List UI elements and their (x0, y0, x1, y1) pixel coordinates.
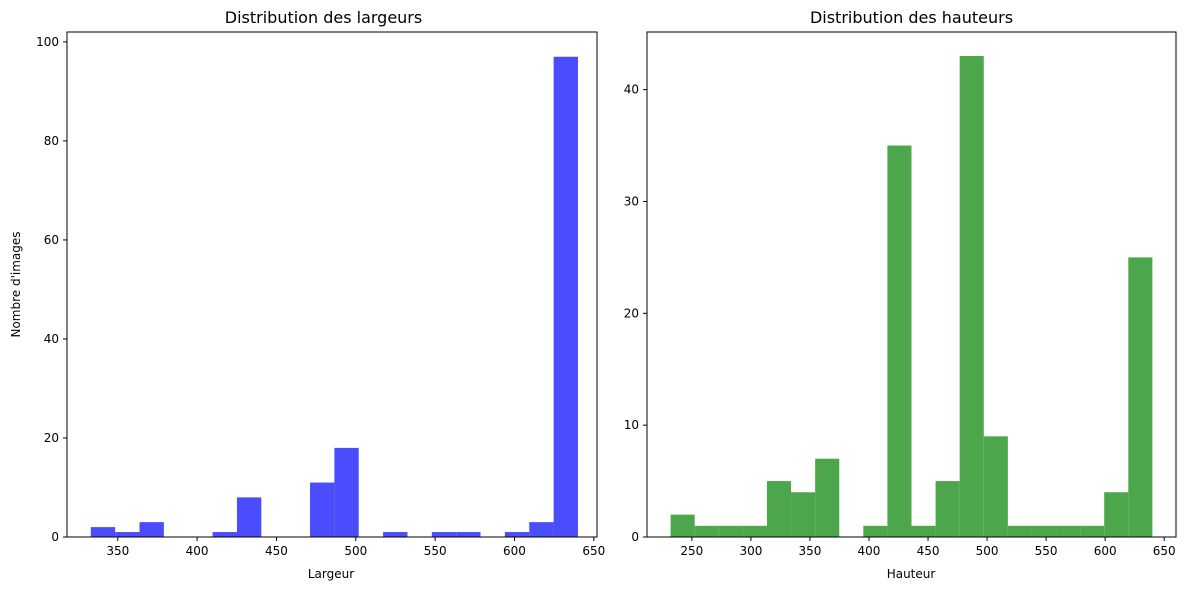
histogram-bar (766, 481, 792, 537)
width-histogram: Distribution des largeurs 350 400 450 500 55… (9, 8, 605, 581)
y-tick-label: 80 (44, 134, 59, 148)
y-tick-label: 20 (624, 306, 639, 320)
histogram-bar (529, 522, 554, 537)
histogram-bar (383, 532, 408, 537)
histogram-bar (742, 525, 767, 537)
y-ticks: 0 10 20 30 40 (624, 83, 647, 544)
x-tick-label: 450 (265, 544, 288, 558)
histogram-bar (553, 56, 578, 537)
histogram-bar (1128, 257, 1153, 537)
histogram-bar (718, 525, 743, 537)
histogram-bar (431, 532, 457, 537)
histogram-bar (504, 532, 530, 537)
y-tick-label: 0 (51, 530, 59, 544)
y-tick-label: 40 (44, 332, 59, 346)
x-tick-label: 550 (424, 544, 447, 558)
x-tick-label: 350 (798, 544, 821, 558)
histogram-bar (694, 525, 719, 537)
y-tick-label: 60 (44, 233, 59, 247)
y-tick-label: 100 (36, 35, 59, 49)
x-tick-label: 250 (680, 544, 703, 558)
x-tick-label: 300 (739, 544, 762, 558)
x-tick-label: 400 (858, 544, 881, 558)
y-tick-label: 30 (624, 194, 639, 208)
x-tick-label: 500 (344, 544, 367, 558)
plot-frame (646, 31, 1177, 538)
histogram-bar (334, 447, 359, 537)
y-tick-label: 0 (631, 530, 639, 544)
y-tick-label: 20 (44, 431, 59, 445)
bars (670, 56, 1153, 538)
histogram-bar (1104, 492, 1129, 537)
histogram-bar (815, 458, 840, 537)
histogram-bar (911, 525, 936, 537)
histogram-bar (863, 525, 888, 537)
histogram-bar (791, 492, 816, 537)
y-tick-label: 40 (624, 83, 639, 97)
x-axis-label: Largeur (308, 567, 354, 581)
histogram-bar (935, 481, 960, 537)
histogram-bar (1031, 525, 1057, 537)
histogram-bar (115, 532, 140, 537)
x-tick-label: 650 (1153, 544, 1176, 558)
x-tick-label: 650 (582, 544, 605, 558)
bars (90, 56, 578, 537)
x-axis-label: Hauteur (887, 567, 936, 581)
chart-title: Distribution des hauteurs (810, 8, 1013, 27)
histogram-bar (983, 436, 1008, 537)
histogram-bar (212, 532, 237, 537)
histogram-bar (959, 56, 984, 538)
chart-title: Distribution des largeurs (225, 8, 422, 27)
y-tick-label: 10 (624, 418, 639, 432)
x-tick-label: 400 (186, 544, 209, 558)
x-tick-label: 350 (106, 544, 129, 558)
histogram-bar (310, 482, 335, 537)
histogram-bar (456, 532, 481, 537)
x-ticks: 250 300 350 400 450 500 550 600 650 (680, 537, 1176, 558)
histogram-bar (1056, 525, 1081, 537)
histogram-bar (1080, 525, 1105, 537)
x-tick-label: 450 (917, 544, 940, 558)
histogram-bar (236, 497, 262, 537)
histogram-bar (1007, 525, 1032, 537)
x-tick-label: 600 (503, 544, 526, 558)
histogram-bar (887, 145, 912, 537)
x-tick-label: 600 (1094, 544, 1117, 558)
x-tick-label: 500 (976, 544, 999, 558)
y-axis-label: Nombre d'images (9, 231, 23, 337)
histogram-bar (139, 522, 164, 537)
height-histogram: Distribution des hauteurs 250 300 350 400 45… (624, 8, 1177, 581)
histogram-bar (90, 527, 116, 537)
y-ticks: 0 20 40 60 80 100 (36, 35, 67, 544)
x-ticks: 350 400 450 500 550 600 650 (106, 537, 605, 558)
x-tick-label: 550 (1035, 544, 1058, 558)
histogram-bar (670, 514, 695, 537)
plot-frame (66, 31, 598, 538)
